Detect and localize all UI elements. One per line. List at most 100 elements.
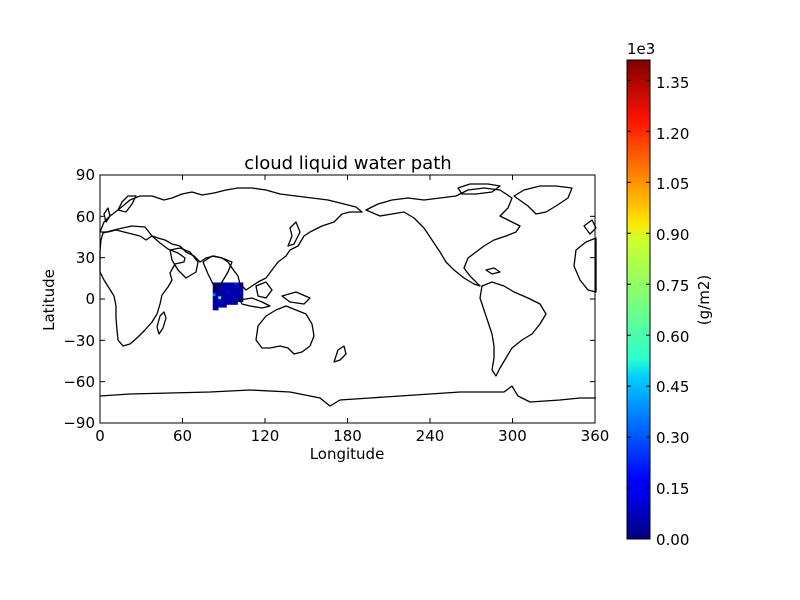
heatmap-cell xyxy=(212,290,216,294)
coastline-north-america xyxy=(365,187,521,287)
heatmap-cell xyxy=(226,287,230,292)
heatmap-cell xyxy=(221,287,225,292)
coastline-south-america xyxy=(479,281,547,377)
coastlines xyxy=(99,183,597,407)
colorbar-tick-label: 0.00 xyxy=(656,531,689,549)
heatmap-cell xyxy=(215,304,219,308)
heatmap-cell xyxy=(212,296,216,300)
heatmap-cell xyxy=(218,296,222,300)
heatmap-cell xyxy=(226,301,230,305)
heatmap-cell xyxy=(232,301,236,305)
heatmap-cell xyxy=(221,293,225,297)
heatmap-cell xyxy=(226,285,230,289)
colorbar-label: (g/m2) xyxy=(695,275,713,325)
heatmap-cell xyxy=(212,287,216,292)
heatmap-cell xyxy=(234,299,238,303)
colorbar-tick-label: 0.30 xyxy=(656,429,689,447)
heatmap-cell xyxy=(221,290,225,294)
y-tick-label: −90 xyxy=(63,414,95,432)
coastline-uk xyxy=(103,207,111,223)
heatmap-cell xyxy=(229,301,233,305)
x-tick-label: 360 xyxy=(581,427,610,445)
heatmap-cell xyxy=(212,299,216,303)
x-tick-label: 300 xyxy=(498,427,527,445)
heatmap-cell xyxy=(223,296,227,300)
colorbar-tick-label: 1.05 xyxy=(656,175,689,193)
coastline-borneo xyxy=(255,281,273,299)
heatmap-cell xyxy=(223,290,227,294)
heatmap-cell xyxy=(234,296,238,300)
coastline-indonesia xyxy=(239,297,271,309)
coastline-iceland xyxy=(583,219,597,235)
heatmap-cell xyxy=(237,299,241,303)
colorbar-tick-labels: 0.00 0.15 0.30 0.45 0.60 0.75 0.90 1.05 … xyxy=(656,74,689,549)
heatmap-cell xyxy=(237,293,241,297)
heatmap-cell xyxy=(237,296,241,300)
x-tick-label: 60 xyxy=(173,427,192,445)
coastline-japan xyxy=(287,221,301,247)
heatmap-cell xyxy=(240,287,244,292)
coastline-greenland xyxy=(513,185,573,215)
heatmap-cell xyxy=(212,282,216,286)
heatmap-cell xyxy=(237,287,241,292)
x-tick-label: 180 xyxy=(333,427,362,445)
heatmap-cell xyxy=(223,301,227,305)
heatmap-cell xyxy=(237,290,241,294)
heatmap-cell xyxy=(234,282,238,286)
colorbar-ticks xyxy=(627,79,650,540)
heatmap-cell xyxy=(226,299,230,303)
y-tick-label: −30 xyxy=(63,332,95,350)
y-tick-labels: 90 60 30 0 −30 −60 −90 xyxy=(63,166,95,432)
heatmap-cell xyxy=(229,299,233,303)
heatmap-cell xyxy=(221,304,225,308)
coastline-scandinavia xyxy=(117,195,137,213)
heatmap-cell xyxy=(215,301,219,305)
coastline-australia xyxy=(255,305,315,355)
heatmap-cell xyxy=(229,287,233,292)
heatmap-cell xyxy=(212,304,216,308)
heatmap-cell xyxy=(232,287,236,292)
y-tick-label: −60 xyxy=(63,373,95,391)
coastline-west-africa xyxy=(573,237,597,293)
heatmap-cells xyxy=(212,282,244,311)
coastline-arctic-islands xyxy=(457,183,501,195)
heatmap-cell xyxy=(221,296,225,300)
y-tick-label: 30 xyxy=(76,249,95,267)
x-tick-label: 120 xyxy=(251,427,280,445)
coastline-caribbean xyxy=(485,267,501,275)
heatmap-cell xyxy=(215,299,219,303)
heatmap-cell xyxy=(234,287,238,292)
heatmap-cell xyxy=(229,293,233,297)
heatmap-cell xyxy=(240,282,244,286)
heatmap-cell xyxy=(215,285,219,289)
y-tick-label: 90 xyxy=(76,166,95,184)
heatmap-cell xyxy=(223,282,227,286)
heatmap-cell xyxy=(221,282,225,286)
heatmap-cell xyxy=(232,290,236,294)
heatmap-cell xyxy=(223,299,227,303)
heatmap-cell xyxy=(218,293,222,297)
heatmap-cell xyxy=(215,307,219,311)
heatmap-cell xyxy=(234,285,238,289)
heatmap-cell xyxy=(240,293,244,297)
heatmap-cell xyxy=(218,301,222,305)
x-tick-label: 0 xyxy=(95,427,105,445)
coastline-africa xyxy=(99,225,186,347)
coastline-madagascar xyxy=(156,311,167,335)
colorbar-tick-label: 0.15 xyxy=(656,480,689,498)
coastline-antarctica xyxy=(99,385,596,407)
x-tick-labels: 0 60 120 180 240 300 360 xyxy=(95,427,609,445)
heatmap-cell xyxy=(215,282,219,286)
heatmap-cell xyxy=(223,285,227,289)
heatmap-cell xyxy=(221,299,225,303)
heatmap-cell xyxy=(237,285,241,289)
heatmap-cell xyxy=(223,304,227,308)
heatmap-cell xyxy=(223,287,227,292)
heatmap-cell xyxy=(212,293,216,297)
heatmap-cell xyxy=(240,296,244,300)
colorbar-multiplier: 1e3 xyxy=(627,40,655,58)
heatmap-cell xyxy=(232,285,236,289)
heatmap-cell xyxy=(237,282,241,286)
heatmap-cell xyxy=(221,285,225,289)
